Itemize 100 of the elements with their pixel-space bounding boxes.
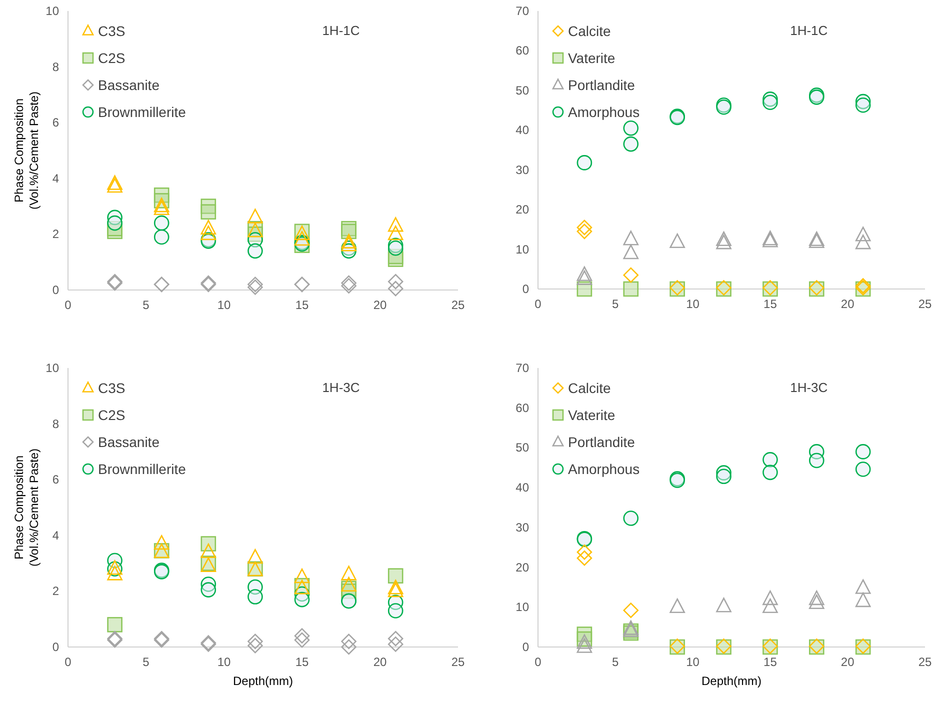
point — [341, 224, 356, 240]
y-tick-label: 40 — [516, 480, 530, 495]
point — [623, 244, 639, 260]
y-tick-label: 6 — [52, 472, 60, 487]
point — [855, 234, 871, 250]
point — [388, 240, 404, 256]
point — [107, 566, 122, 580]
point — [200, 220, 216, 235]
point — [762, 94, 778, 110]
y-tick-label: 4 — [52, 171, 60, 186]
y-tick-label: 70 — [516, 361, 530, 375]
y-tick-label: 60 — [516, 400, 530, 415]
point — [341, 278, 356, 294]
point — [623, 281, 639, 297]
point — [576, 550, 592, 566]
y-tick-label: 8 — [52, 416, 60, 431]
point — [576, 638, 592, 653]
y-tick-label: 10 — [516, 242, 530, 256]
point — [248, 276, 263, 292]
y-tick-label: 2 — [52, 584, 60, 598]
legend-label: Bassanite — [98, 77, 160, 93]
y-tick-label: 8 — [52, 60, 60, 74]
point — [248, 638, 263, 654]
point — [388, 274, 404, 290]
point — [341, 275, 356, 291]
x-tick-label: 15 — [764, 655, 778, 669]
legend-label: Amorphous — [568, 104, 640, 120]
x-axis-title: Depth(mm) — [701, 674, 762, 688]
legend-label: Bassanite — [98, 434, 160, 450]
x-tick-label: 20 — [840, 297, 855, 311]
y-axis-title: Phase Composition (Vol.%/Cement Paste) — [12, 91, 41, 210]
point — [388, 217, 404, 232]
point — [576, 266, 592, 281]
point — [248, 208, 263, 224]
point — [294, 592, 310, 608]
point — [623, 230, 639, 246]
y-tick-label: 40 — [516, 123, 530, 138]
point — [388, 636, 404, 652]
point — [107, 617, 122, 632]
legend-label: Calcite — [568, 380, 612, 396]
legend-label: Calcite — [568, 23, 612, 39]
point — [762, 590, 778, 606]
point — [576, 155, 592, 170]
point — [294, 628, 310, 644]
point — [388, 226, 404, 240]
x-tick-label: 25 — [918, 297, 932, 311]
y-tick-label: 10 — [46, 4, 60, 18]
point — [855, 226, 871, 242]
x-tick-label: 5 — [142, 298, 150, 312]
point — [294, 632, 310, 648]
x-tick-label: 25 — [918, 655, 932, 669]
x-tick-label: 0 — [64, 298, 72, 312]
x-tick-label: 15 — [295, 655, 309, 669]
y-tick-label: 70 — [516, 4, 530, 18]
text: 1H-1C — [790, 23, 828, 38]
point — [248, 634, 263, 650]
point — [200, 226, 216, 240]
point — [388, 280, 404, 296]
point — [623, 120, 639, 136]
x-tick-label: 5 — [612, 297, 620, 311]
point — [248, 549, 263, 564]
point — [154, 215, 170, 231]
text: 1H-3C — [790, 380, 828, 395]
point — [248, 280, 263, 295]
y-tick-label: 0 — [52, 283, 60, 297]
legend-label: Brownmillerite — [98, 104, 186, 120]
legend-label: Amorphous — [568, 461, 640, 477]
point — [388, 568, 404, 584]
x-tick-label: 0 — [534, 655, 542, 669]
point — [762, 464, 778, 480]
y-tick-label: 6 — [52, 116, 60, 130]
point — [762, 452, 778, 468]
legend-label: C2S — [98, 407, 126, 423]
point — [576, 270, 592, 285]
x-tick-label: 25 — [451, 655, 465, 669]
y-tick-label: 2 — [52, 227, 60, 242]
x-tick-label: 0 — [64, 655, 72, 669]
point — [200, 582, 216, 598]
legend-label: Brownmillerite — [98, 461, 186, 477]
point — [808, 594, 824, 610]
point — [388, 582, 404, 598]
point — [623, 510, 639, 526]
point — [200, 204, 216, 220]
point — [107, 175, 122, 190]
point — [855, 462, 871, 477]
x-tick-label: 5 — [142, 655, 150, 669]
legend-label: C3S — [98, 23, 126, 39]
y-tick-label: 50 — [516, 440, 530, 455]
y-tick-label: 30 — [516, 520, 530, 534]
y-tick-label: 30 — [516, 162, 530, 177]
point — [855, 97, 871, 113]
legend-label: Vaterite — [568, 50, 616, 66]
point — [107, 215, 122, 231]
point — [341, 634, 356, 650]
y-tick-label: 4 — [52, 528, 60, 542]
point — [716, 468, 732, 484]
point — [200, 543, 216, 558]
x-tick-label: 20 — [373, 298, 387, 312]
point — [341, 234, 356, 248]
point — [670, 233, 685, 248]
